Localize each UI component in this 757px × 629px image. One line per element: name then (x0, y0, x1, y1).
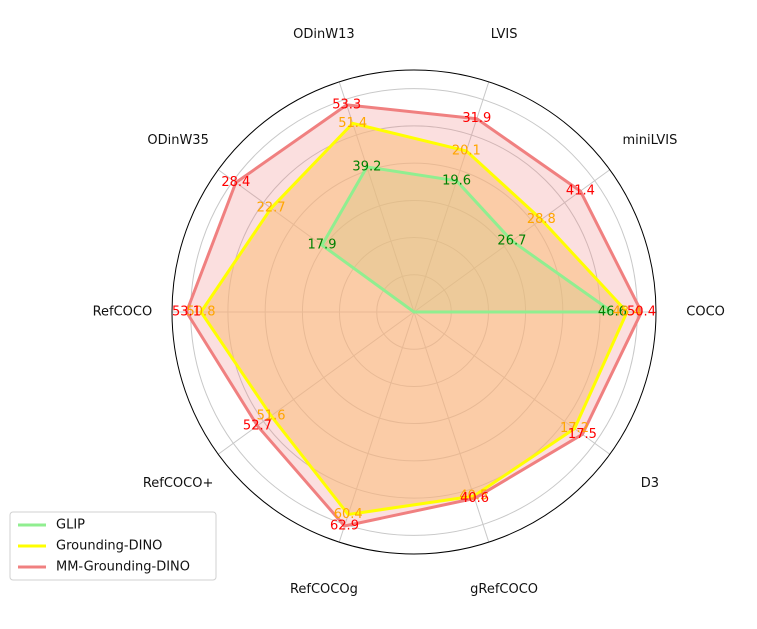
value-label-grounding-dino-refcocog: 60.4 (334, 507, 363, 522)
series-line-grounding-dino (199, 121, 629, 516)
axis-label-d3: D3 (641, 476, 659, 491)
value-label-mm-grounding-dino-d3: 17.5 (568, 427, 597, 442)
axis-label-refcocog: RefCOCOg (290, 582, 358, 597)
value-label-mm-grounding-dino-refcoco: 53.1 (172, 305, 201, 320)
value-label-grounding-dino-d3: 17.2 (560, 421, 589, 436)
label-layer: 46.6 26.7 19.6 39.2 17.9 48.4 28.8 20.1 51.4 22.7… (172, 97, 656, 533)
value-label-grounding-dino-refcoco+: 51.6 (257, 408, 286, 423)
axis-label-coco: COCO (686, 305, 725, 320)
value-label-mm-grounding-dino-coco: 50.4 (627, 305, 656, 320)
axis-label-grefcoco: gRefCOCO (470, 582, 538, 597)
axis-label-odinw35: ODinW35 (147, 133, 209, 148)
axis-label-odinw13: ODinW13 (293, 27, 355, 42)
axis-label-lvis: LVIS (491, 27, 518, 42)
value-label-glip-odinw35: 17.9 (308, 238, 337, 253)
legend-label-grounding-dino: Grounding-DINO (56, 539, 162, 554)
axis-label-refcoco: RefCOCO (93, 305, 153, 320)
value-label-grounding-dino-odinw13: 51.4 (338, 116, 367, 131)
legend-label-mm-grounding-dino: MM-Grounding-DINO (56, 560, 190, 575)
value-label-mm-grounding-dino-grefcoco: 40.6 (460, 491, 489, 506)
series-line-glip (320, 165, 614, 314)
series-fill-grounding-dino (201, 123, 627, 515)
axis-label-refcoco+: RefCOCO+ (143, 476, 214, 491)
axis-label-layer: COCO miniLVIS LVIS ODinW13 ODinW35 RefCOCO Ref… (93, 27, 725, 597)
series-line-mm-grounding-dino (185, 103, 643, 528)
outer-frame (171, 69, 657, 555)
axis-label-minilvis: miniLVIS (622, 133, 677, 148)
value-label-grounding-dino-minilvis: 28.8 (527, 212, 556, 227)
value-label-mm-grounding-dino-minilvis: 41.4 (566, 184, 595, 199)
value-label-grounding-dino-grefcoco: 40.5 (459, 489, 488, 504)
value-label-mm-grounding-dino-odinw35: 28.4 (221, 175, 250, 190)
series-layer (185, 103, 643, 528)
value-label-glip-coco: 46.6 (598, 305, 627, 320)
value-label-mm-grounding-dino-odinw13: 53.3 (332, 97, 361, 112)
value-label-glip-odinw13: 39.2 (352, 160, 381, 175)
value-label-glip-minilvis: 26.7 (497, 233, 526, 248)
legend-box (9, 511, 217, 581)
value-label-mm-grounding-dino-lvis: 31.9 (462, 111, 491, 126)
value-label-mm-grounding-dino-refcoco+: 52.7 (243, 418, 272, 433)
value-label-grounding-dino-coco: 48.4 (613, 305, 642, 320)
value-label-glip-lvis: 19.6 (442, 173, 471, 188)
value-label-mm-grounding-dino-refcocog: 62.9 (330, 519, 359, 534)
value-label-grounding-dino-lvis: 20.1 (452, 143, 481, 158)
legend-label-glip: GLIP (56, 518, 85, 533)
series-fill-mm-grounding-dino (186, 104, 642, 527)
value-label-grounding-dino-odinw35: 22.7 (257, 201, 286, 216)
value-label-grounding-dino-refcoco: 50.8 (187, 305, 216, 320)
legend: GLIP Grounding-DINO MM-Grounding-DINO (9, 511, 217, 581)
